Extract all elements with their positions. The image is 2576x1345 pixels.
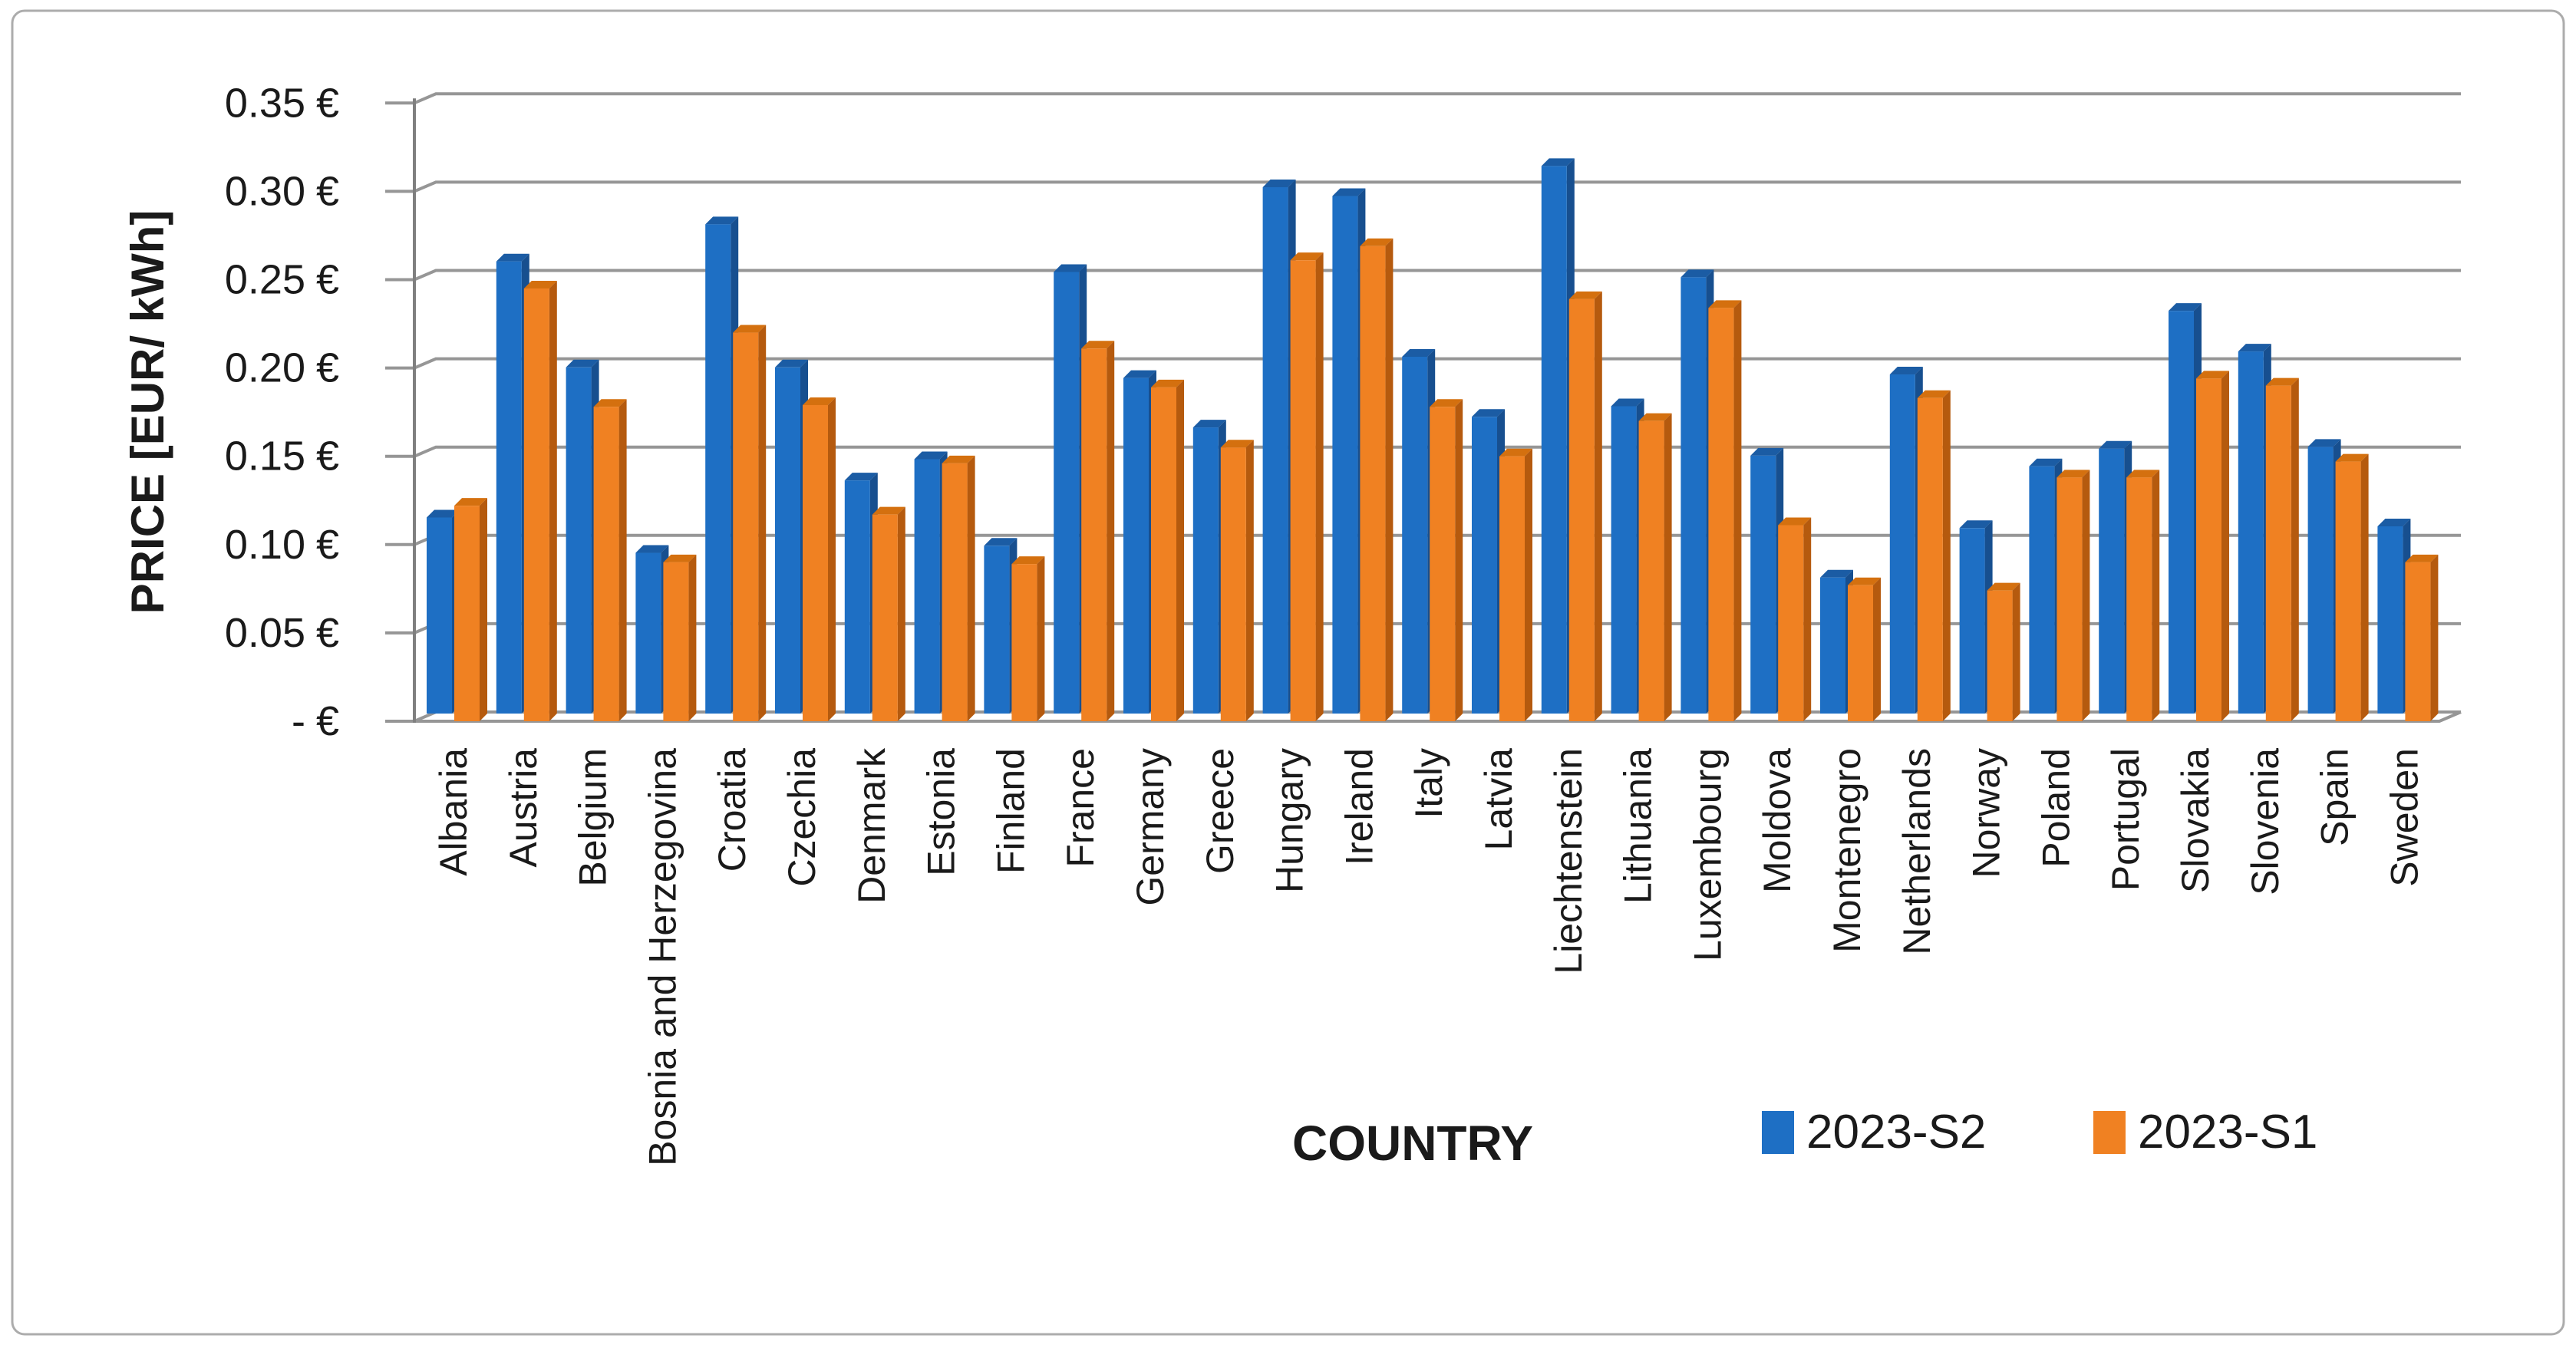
category-label: Italy [1407,748,1450,819]
svg-text:-: - [292,698,305,744]
x-axis-category-labels: Albania Austria Belgium Bosnia and Herzegov… [432,747,2426,1166]
y-tick-label: 0.20 € [225,345,339,391]
svg-text:€: € [316,257,339,303]
y-tick-label: 0.10 € [225,522,339,568]
bar-pair-slovakia [2169,303,2229,721]
category-label: Moldova [1756,748,1799,893]
category-label: Finland [989,748,1032,874]
x-axis-title: COUNTRY [1292,1116,1533,1171]
category-label: France [1059,748,1102,868]
category-label: Portugal [2104,748,2147,891]
bar-pair-belgium [566,359,627,721]
legend-label: 2023-S1 [2138,1106,2317,1159]
category-label: Sweden [2383,748,2426,887]
legend-swatch [2093,1111,2126,1154]
category-label: Belgium [572,748,615,887]
category-label: Austria [502,748,545,868]
bar-pair-germany [1123,370,1184,721]
bar-pair-poland [2029,458,2090,721]
bar-pair-liechtenstein [1541,158,1602,721]
bar-pair-spain [2307,439,2369,721]
svg-text:€: € [316,80,339,126]
bar-pair-netherlands [1889,367,1951,721]
y-tick-label: 0.15 € [225,433,339,480]
category-label: Greece [1199,748,1242,874]
bar-pair-estonia [914,451,975,721]
svg-text:0.25: 0.25 [225,257,305,303]
y-tick-label: 0.30 € [225,168,339,214]
bar-pair-portugal [2099,440,2160,721]
category-label: Montenegro [1826,748,1869,953]
category-label: Bosnia and Herzegovina [641,748,684,1166]
category-label: Slovenia [2244,748,2287,895]
svg-text:0.35: 0.35 [225,80,305,126]
svg-text:0.15: 0.15 [225,433,305,480]
legend-swatch [1762,1111,1794,1154]
category-label: Luxembourg [1686,748,1729,961]
svg-text:0.30: 0.30 [225,168,305,214]
category-label: Liechtenstein [1547,748,1590,974]
bar-pair-finland [984,538,1045,721]
bar-pair-ireland [1332,188,1394,722]
category-label: Ireland [1337,748,1380,865]
bar-pair-hungary [1262,180,1324,722]
bar-pair-croatia [705,216,767,721]
bar-pair-luxembourg [1681,269,1742,721]
category-label: Czechia [780,748,823,887]
category-label: Norway [1965,748,2008,878]
category-label: Netherlands [1895,748,1938,955]
svg-text:0.05: 0.05 [225,610,305,656]
legend-label: 2023-S2 [1806,1106,1986,1159]
category-label: Denmark [850,747,893,904]
bar-pair-denmark [844,473,905,721]
svg-text:0.20: 0.20 [225,345,305,391]
svg-text:0.10: 0.10 [225,522,305,568]
y-axis-title: PRICE [EUR/ kWh] [122,210,173,615]
category-label: Latvia [1477,748,1520,851]
legend-item-2023-S2: 2023-S2 [1762,1106,1986,1159]
bar-pair-austria [496,253,557,721]
legend: 2023-S2 2023-S1 [1762,1106,2317,1159]
svg-text:€: € [316,433,339,480]
bar-pair-czechia [775,359,836,721]
y-tick-label: - € [292,698,339,744]
y-axis-tick-labels: 0.35 €0.30 €0.25 €0.20 €0.15 €0.10 €0.05 €- € [225,80,339,744]
svg-text:€: € [316,522,339,568]
category-label: Germany [1129,748,1172,906]
bar-pair-sweden [2377,518,2439,721]
y-tick-label: 0.35 € [225,80,339,126]
category-label: Slovakia [2174,748,2217,893]
svg-text:€: € [316,610,339,656]
bar-pair-france [1054,264,1115,721]
svg-text:€: € [316,698,339,744]
category-label: Poland [2034,748,2077,868]
legend-item-2023-S1: 2023-S1 [2093,1106,2317,1159]
bar-pair-slovenia [2238,344,2299,721]
category-label: Croatia [711,748,754,872]
bar-pair-norway [1959,520,2020,721]
category-label: Estonia [920,748,963,876]
bar-pair-bosnia-and-herzegovina [635,545,697,721]
svg-text:€: € [316,345,339,391]
y-tick-label: 0.25 € [225,257,339,303]
bar-pair-italy [1402,348,1463,721]
category-label: Spain [2314,748,2357,846]
bar-pair-moldova [1750,447,1812,721]
bar-pair-montenegro [1820,569,1881,721]
category-label: Albania [432,748,475,876]
category-label: Hungary [1268,748,1311,893]
bars [427,158,2439,722]
bar-pair-latvia [1472,409,1532,721]
bar-pair-lithuania [1611,398,1672,721]
bar-pair-greece [1192,420,1254,721]
y-tick-label: 0.05 € [225,610,339,656]
category-label: Lithuania [1617,748,1660,904]
svg-text:€: € [316,168,339,214]
bar-pair-albania [427,498,487,721]
